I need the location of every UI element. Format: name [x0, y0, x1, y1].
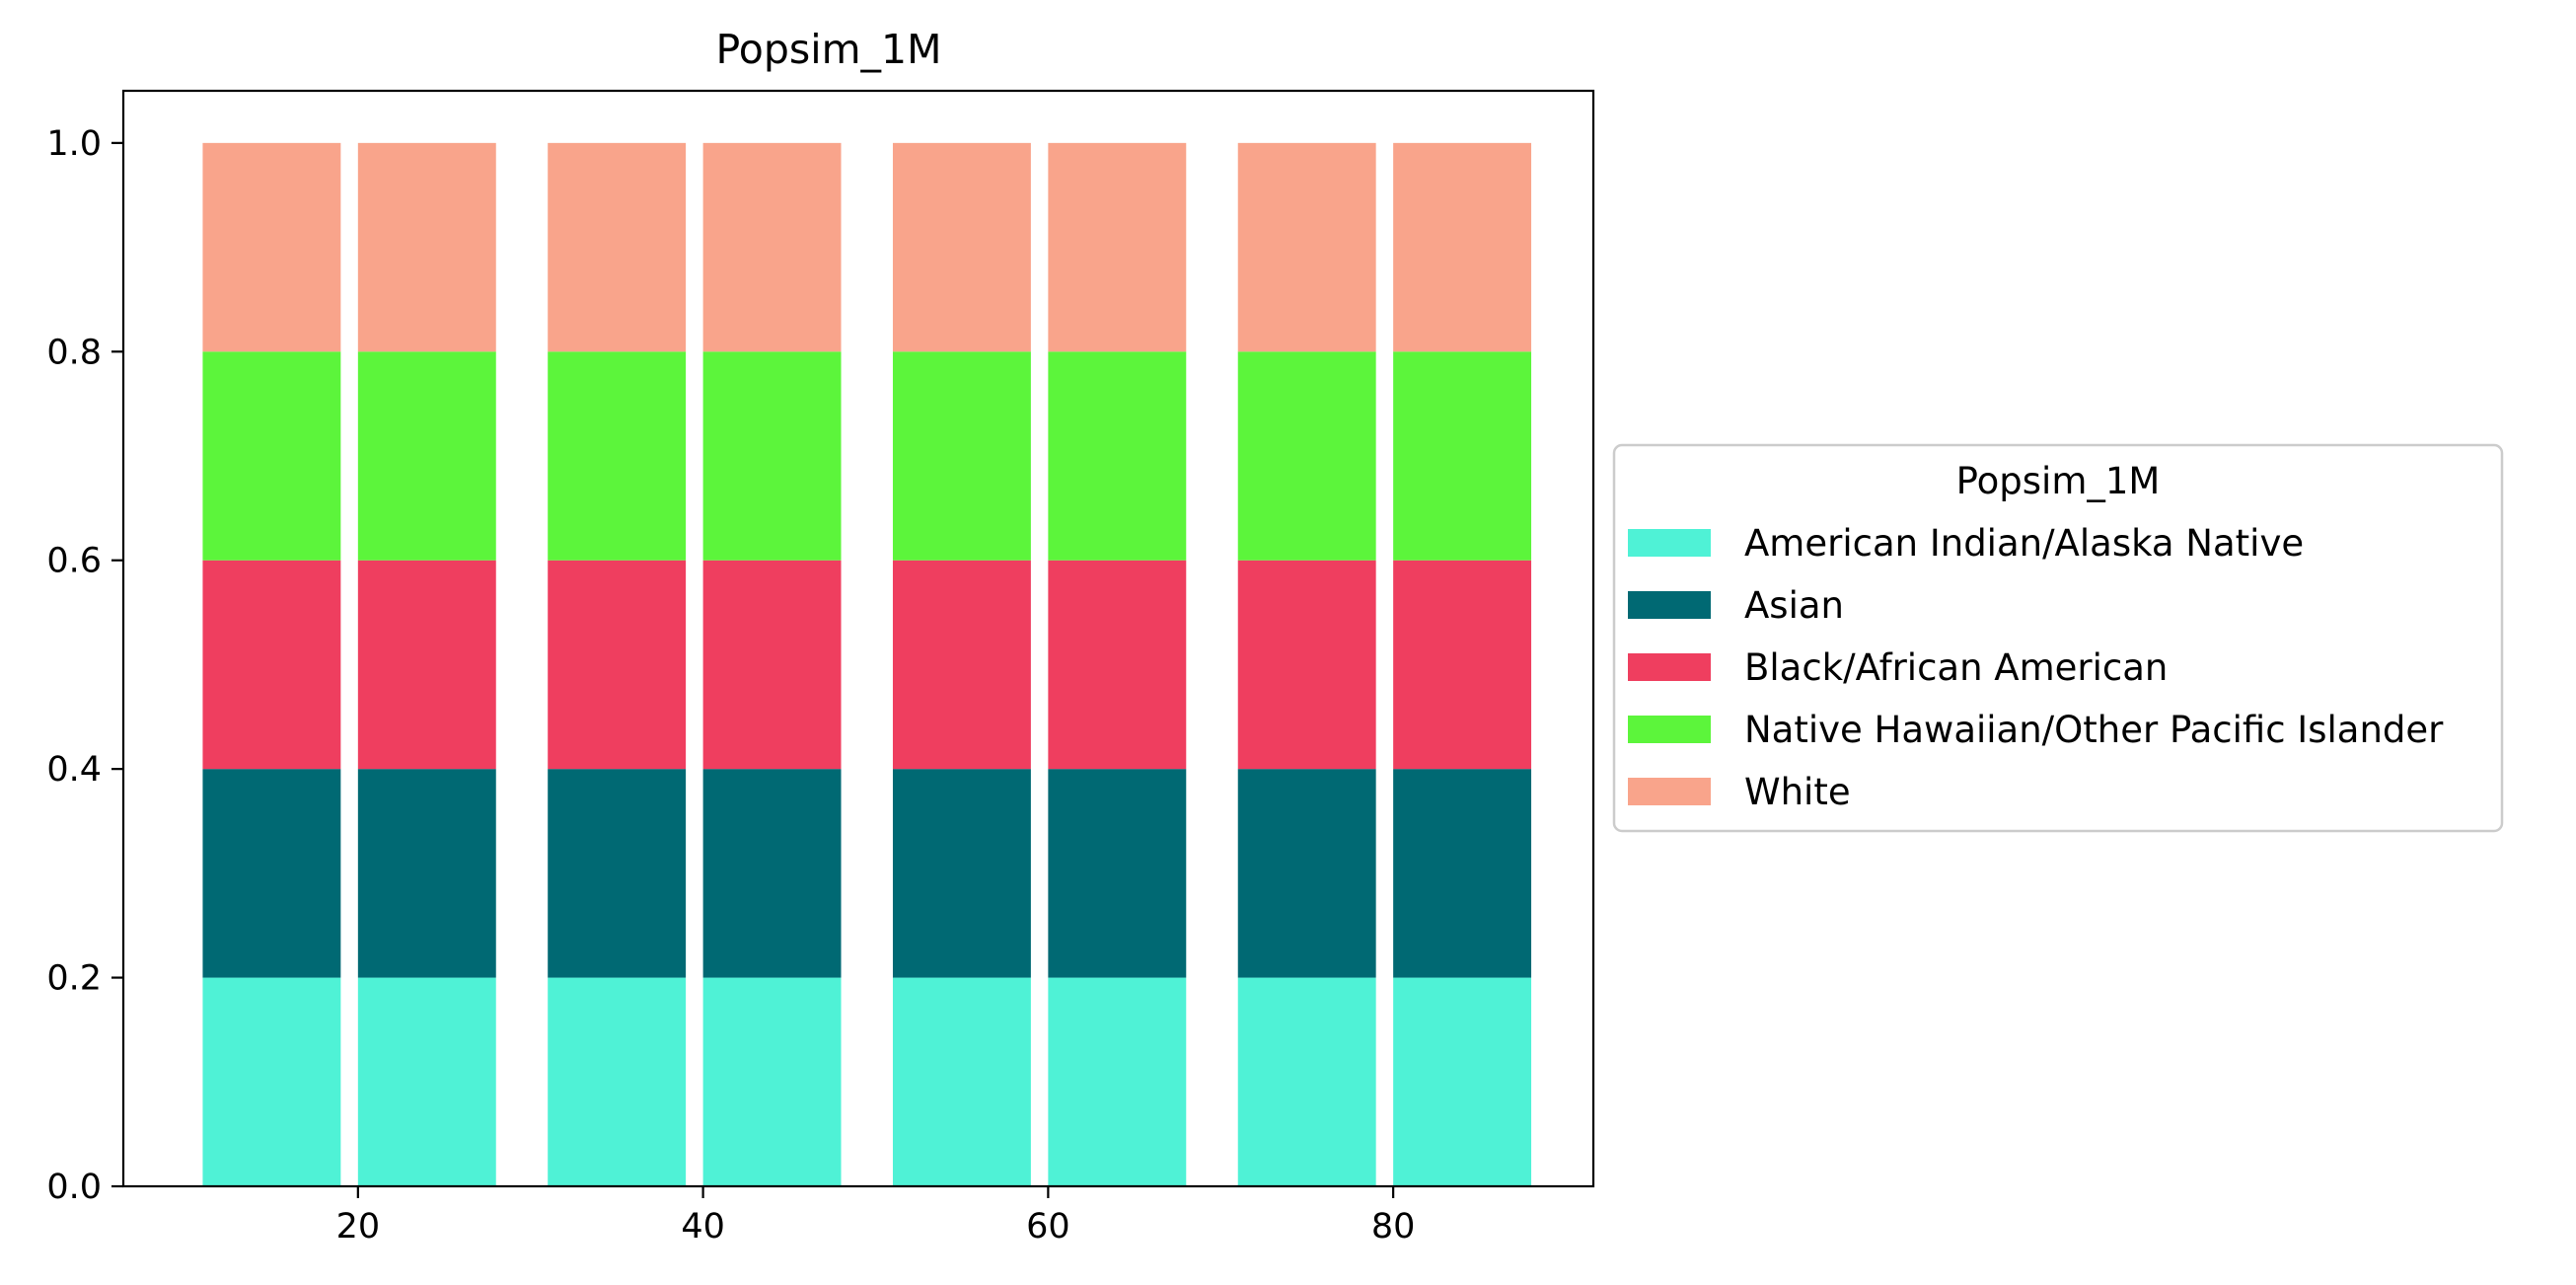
legend-swatch-asian — [1628, 591, 1711, 619]
y-tick-label-0.4: 0.4 — [46, 750, 102, 790]
bar-black-african-american-7 — [1393, 560, 1532, 770]
bar-native-hawaiian-other-pacific-islander-0 — [202, 351, 341, 561]
bar-american-indian-alaska-native-1 — [357, 977, 496, 1186]
bar-american-indian-alaska-native-7 — [1393, 977, 1532, 1186]
bar-asian-2 — [548, 769, 687, 978]
bar-asian-3 — [702, 769, 842, 978]
legend-swatch-black-african-american — [1628, 653, 1711, 681]
bar-asian-0 — [202, 769, 341, 978]
bar-white-5 — [1048, 142, 1187, 352]
bar-black-african-american-4 — [892, 560, 1031, 770]
bar-native-hawaiian-other-pacific-islander-1 — [357, 351, 496, 561]
x-tick-label-60: 60 — [1026, 1207, 1070, 1247]
legend-label-white: White — [1744, 771, 1851, 813]
bar-american-indian-alaska-native-5 — [1048, 977, 1187, 1186]
legend-swatch-native-hawaiian-other-pacific-islander — [1628, 716, 1711, 743]
legend-label-black-african-american: Black/African American — [1744, 646, 2168, 689]
bar-american-indian-alaska-native-4 — [892, 977, 1031, 1186]
bar-white-0 — [202, 142, 341, 352]
bar-american-indian-alaska-native-6 — [1237, 977, 1376, 1186]
bar-white-1 — [357, 142, 496, 352]
legend-swatch-american-indian-alaska-native — [1628, 529, 1711, 557]
legend-label-native-hawaiian-other-pacific-islander: Native Hawaiian/Other Pacific Islander — [1744, 709, 2444, 751]
legend-title: Popsim_1M — [1956, 460, 2161, 502]
bar-asian-5 — [1048, 769, 1187, 978]
bar-asian-4 — [892, 769, 1031, 978]
bar-american-indian-alaska-native-2 — [548, 977, 687, 1186]
bar-asian-1 — [357, 769, 496, 978]
bar-asian-7 — [1393, 769, 1532, 978]
bar-black-african-american-1 — [357, 560, 496, 770]
bar-white-6 — [1237, 142, 1376, 352]
bar-black-african-american-5 — [1048, 560, 1187, 770]
x-tick-label-80: 80 — [1371, 1207, 1416, 1247]
bar-white-3 — [702, 142, 842, 352]
y-tick-label-1.0: 1.0 — [46, 124, 102, 164]
legend-swatch-white — [1628, 778, 1711, 805]
bar-black-african-american-2 — [548, 560, 687, 770]
bar-white-2 — [548, 142, 687, 352]
x-axis: 20 40 60 80 — [336, 1186, 1416, 1247]
y-tick-label-0.0: 0.0 — [46, 1168, 102, 1207]
y-tick-label-0.8: 0.8 — [46, 333, 102, 372]
bar-white-4 — [892, 142, 1031, 352]
bar-native-hawaiian-other-pacific-islander-3 — [702, 351, 842, 561]
y-axis: 0.0 0.2 0.4 0.6 0.8 1.0 — [46, 124, 123, 1207]
bar-black-african-american-6 — [1237, 560, 1376, 770]
legend: Popsim_1M American Indian/Alaska NativeA… — [1612, 443, 2504, 833]
bar-asian-6 — [1237, 769, 1376, 978]
bar-native-hawaiian-other-pacific-islander-2 — [548, 351, 687, 561]
bar-native-hawaiian-other-pacific-islander-6 — [1237, 351, 1376, 561]
bar-black-african-american-0 — [202, 560, 341, 770]
bar-american-indian-alaska-native-0 — [202, 977, 341, 1186]
legend-label-american-indian-alaska-native: American Indian/Alaska Native — [1744, 522, 2304, 565]
legend-frame — [1612, 443, 2504, 833]
bar-native-hawaiian-other-pacific-islander-7 — [1393, 351, 1532, 561]
y-tick-label-0.2: 0.2 — [46, 959, 102, 999]
chart-title: Popsim_1M — [715, 26, 941, 73]
plot-frame — [121, 89, 1595, 1188]
bar-native-hawaiian-other-pacific-islander-5 — [1048, 351, 1187, 561]
legend-label-asian: Asian — [1744, 584, 1844, 627]
bar-black-african-american-3 — [702, 560, 842, 770]
bar-native-hawaiian-other-pacific-islander-4 — [892, 351, 1031, 561]
legend-items: American Indian/Alaska Native Asian Black/… — [1628, 522, 2444, 813]
bar-american-indian-alaska-native-3 — [702, 977, 842, 1186]
bars-layer — [202, 142, 1532, 1186]
x-tick-label-20: 20 — [336, 1207, 381, 1247]
x-tick-label-40: 40 — [681, 1207, 725, 1247]
bar-white-7 — [1393, 142, 1532, 352]
y-tick-label-0.6: 0.6 — [46, 542, 102, 581]
